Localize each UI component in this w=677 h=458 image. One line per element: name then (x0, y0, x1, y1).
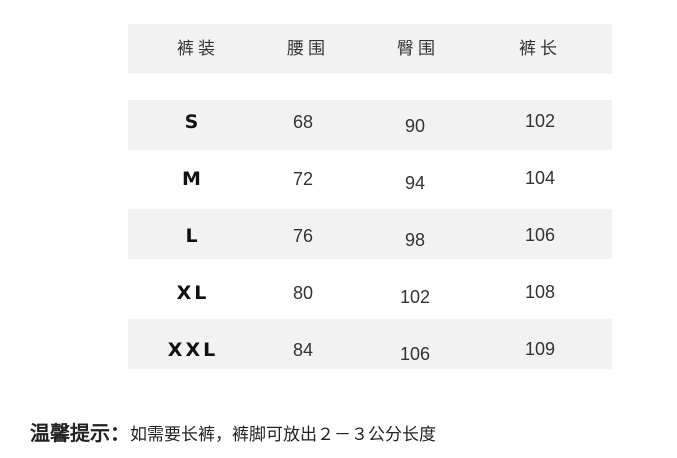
cell-waist: 84 (292, 340, 314, 360)
cell-hip: 106 (399, 344, 431, 364)
header-waist: 腰围 (287, 39, 329, 59)
cell-hip: 102 (399, 287, 431, 307)
table-row: L 76 98 106 (128, 211, 612, 261)
cell-size: M (182, 168, 204, 190)
table-row: M 72 94 104 (128, 154, 612, 204)
row-band (128, 209, 612, 259)
cell-size: XL (176, 282, 210, 304)
table-row: XXL 84 106 109 (128, 325, 612, 375)
cell-hip: 94 (404, 173, 426, 193)
table-header: 裤装 腰围 臀围 裤长 (128, 24, 612, 74)
cell-waist: 68 (292, 112, 314, 132)
cell-waist: 76 (292, 226, 314, 246)
cell-size: L (185, 225, 201, 247)
header-hip: 臀围 (397, 39, 439, 59)
header-size: 裤装 (177, 39, 219, 59)
table-row: S 68 90 102 (128, 97, 612, 147)
cell-length: 108 (524, 282, 556, 302)
cell-hip: 90 (404, 116, 426, 136)
header-length: 裤长 (519, 39, 561, 59)
cell-size: XXL (167, 339, 219, 361)
row-band (128, 319, 612, 369)
cell-waist: 80 (292, 283, 314, 303)
cell-hip: 98 (404, 230, 426, 250)
cell-length: 106 (524, 225, 556, 245)
cell-length: 104 (524, 168, 556, 188)
tip-note: 温馨提示：如需要长裤，裤脚可放出２－３公分长度 (30, 417, 436, 446)
cell-waist: 72 (292, 169, 314, 189)
tip-label: 温馨提示： (30, 421, 130, 445)
tip-text: 如需要长裤，裤脚可放出２－３公分长度 (130, 425, 436, 445)
row-band (128, 100, 612, 150)
header-band (128, 24, 612, 74)
cell-length: 102 (524, 111, 556, 131)
cell-size: S (184, 111, 202, 133)
table-row: XL 80 102 108 (128, 268, 612, 318)
cell-length: 109 (524, 339, 556, 359)
